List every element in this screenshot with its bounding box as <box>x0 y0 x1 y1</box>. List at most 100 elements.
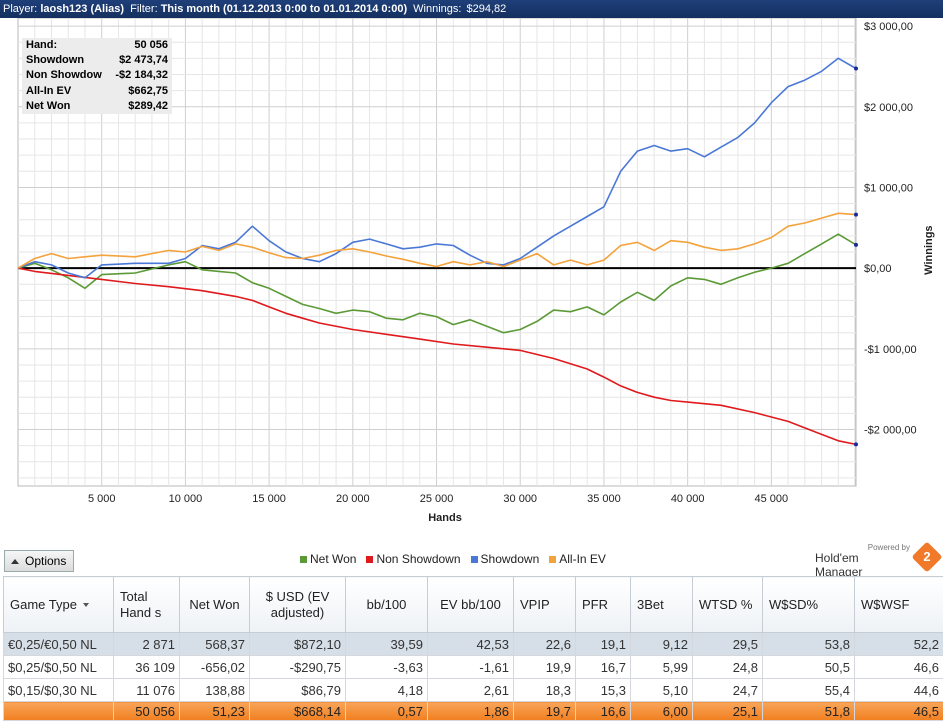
total-wwsf: 46,5 <box>854 701 943 721</box>
legend-item-all-in-ev[interactable]: All-In EV <box>549 552 606 566</box>
collapse-up-icon <box>11 558 19 564</box>
stat-row: All-In EV $662,75 <box>22 84 172 99</box>
options-button[interactable]: Options <box>4 550 74 572</box>
stat-row: Hand: 50 056 <box>22 38 172 53</box>
x-tick-label: 10 000 <box>169 493 203 505</box>
series-end-point <box>854 212 858 217</box>
series-end-point <box>854 242 858 247</box>
total-wsd: 51,8 <box>762 701 855 721</box>
legend-swatch <box>470 555 478 563</box>
series-line-non-showdown <box>17 267 857 446</box>
x-tick-label: 25 000 <box>420 493 454 505</box>
col-header-3bet[interactable]: 3Bet <box>630 576 693 633</box>
col-header-wtsd[interactable]: WTSD % <box>692 576 763 633</box>
filter-label: Filter: <box>130 3 158 15</box>
table-header-row: Game Type Total Hand s Net Won $ USD (EV… <box>3 576 943 633</box>
total-total-hands: 50 056 <box>113 701 180 721</box>
cell-vpip: 18,3 <box>513 678 576 702</box>
stat-label: Showdown <box>26 54 85 67</box>
table-row[interactable]: $0,25/$0,50 NL 36 109 -656,02 -$290,75 -3,63… <box>3 655 943 679</box>
cell-pfr: 16,7 <box>575 655 631 679</box>
table-row[interactable]: €0,25/€0,50 NL 2 871 568,37 $872,10 39,59 42,… <box>3 632 943 656</box>
stats-table: Game Type Total Hand s Net Won $ USD (EV… <box>3 576 943 721</box>
x-tick-label: 15 000 <box>252 493 286 505</box>
x-tick-label: 5 000 <box>88 493 116 505</box>
total-3bet: 6,00 <box>630 701 693 721</box>
series-line-net-won <box>17 233 857 334</box>
cell-net-won: 138,88 <box>179 678 250 702</box>
winnings-chart-area: 5 000 10 000 15 000 20 000 25 000 30 000 35 00… <box>0 17 943 548</box>
cell-total-hands: 36 109 <box>113 655 180 679</box>
cell-ev-bb100: 42,53 <box>427 632 514 656</box>
series-end-point <box>854 442 858 447</box>
cell-3bet: 5,99 <box>630 655 693 679</box>
title-bar: Player: laosh123 (Alias) Filter: This mo… <box>0 0 943 18</box>
table-total-row: 50 056 51,23 $668,14 0,57 1,86 19,7 16,6 6,00 25… <box>3 701 943 721</box>
stat-row: Non Showdow -$2 184,32 <box>22 68 172 83</box>
col-header-wsd[interactable]: W$SD% <box>762 576 855 633</box>
cell-ev-bb100: -1,61 <box>427 655 514 679</box>
cell-pfr: 15,3 <box>575 678 631 702</box>
cell-usd-ev: $86,79 <box>249 678 346 702</box>
col-header-bb100[interactable]: bb/100 <box>345 576 428 633</box>
y-tick-label: $1 000,00 <box>864 182 913 194</box>
table-row[interactable]: $0,15/$0,30 NL 11 076 138,88 $86,79 4,18 2,61… <box>3 678 943 702</box>
series-line-showdown <box>17 57 857 279</box>
stat-label: All-In EV <box>26 84 72 97</box>
legend-item-net-won[interactable]: Net Won <box>300 552 356 566</box>
winnings-value: $294,82 <box>466 3 507 15</box>
legend-label: Net Won <box>310 552 357 566</box>
legend-label: Showdown <box>480 552 540 566</box>
dropdown-arrow-icon[interactable] <box>82 603 89 608</box>
cell-wwsf: 52,2 <box>854 632 943 656</box>
col-header-game-type[interactable]: Game Type <box>3 576 114 633</box>
winnings-label: Winnings: <box>413 3 462 15</box>
total-pfr: 16,6 <box>575 701 631 721</box>
x-tick-label: 35 000 <box>587 493 621 505</box>
stats-box: Hand: 50 056 Showdown $2 473,74 Non Showdo… <box>22 38 172 114</box>
legend-item-showdown[interactable]: Showdown <box>470 552 540 566</box>
y-tick-label: $0,00 <box>864 263 892 275</box>
cell-total-hands: 2 871 <box>113 632 180 656</box>
cell-net-won: 568,37 <box>179 632 250 656</box>
legend-label: Non Showdown <box>376 552 461 566</box>
cell-wwsf: 46,6 <box>854 655 943 679</box>
total-game-type <box>3 701 114 721</box>
cell-pfr: 19,1 <box>575 632 631 656</box>
col-header-total-hands[interactable]: Total Hand s <box>113 576 180 633</box>
total-usd-ev: $668,14 <box>249 701 346 721</box>
cell-wtsd: 24,8 <box>692 655 763 679</box>
y-tick-label: -$1 000,00 <box>864 344 917 356</box>
col-header-net-won[interactable]: Net Won <box>179 576 250 633</box>
total-net-won: 51,23 <box>179 701 250 721</box>
y-tick-label: $3 000,00 <box>864 21 913 33</box>
cell-bb100: 39,59 <box>345 632 428 656</box>
col-header-vpip[interactable]: VPIP <box>513 576 576 633</box>
cell-wtsd: 29,5 <box>692 632 763 656</box>
col-header-wwsf[interactable]: W$WSF <box>854 576 943 633</box>
col-header-pfr[interactable]: PFR <box>575 576 631 633</box>
x-tick-label: 30 000 <box>503 493 537 505</box>
legend-swatch <box>549 555 557 563</box>
y-tick-label: $2 000,00 <box>864 102 913 114</box>
legend-swatch <box>366 555 374 563</box>
total-wtsd: 25,1 <box>692 701 763 721</box>
stat-label: Hand: <box>26 39 58 51</box>
brand-name: Hold'em Manager <box>815 551 863 579</box>
cell-game-type: $0,15/$0,30 NL <box>3 678 114 702</box>
x-axis-label: Hands <box>428 512 462 524</box>
legend-item-non-showdown[interactable]: Non Showdown <box>366 552 461 566</box>
cell-vpip: 22,6 <box>513 632 576 656</box>
col-header-ev-bb100[interactable]: EV bb/100 <box>427 576 514 633</box>
legend-swatch <box>300 555 307 563</box>
total-vpip: 19,7 <box>513 701 576 721</box>
legend-label: All-In EV <box>559 552 606 566</box>
header-label: Game Type <box>10 596 77 612</box>
col-header-usd-ev[interactable]: $ USD (EV adjusted) <box>249 576 346 633</box>
total-bb100: 0,57 <box>345 701 428 721</box>
logo-digit: 2 <box>923 549 931 564</box>
cell-wwsf: 44,6 <box>854 678 943 702</box>
options-label: Options <box>25 554 67 568</box>
series-end-point <box>854 66 858 71</box>
chart-legend: Net Won Non Showdown Showdown All-In EV <box>300 552 606 566</box>
